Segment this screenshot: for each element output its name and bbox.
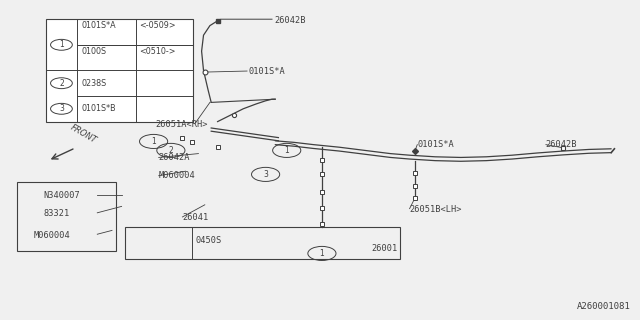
Text: 0101S*B: 0101S*B (81, 104, 116, 113)
Text: 1: 1 (284, 146, 289, 155)
Text: FRONT: FRONT (69, 124, 99, 146)
Text: A260001081: A260001081 (577, 302, 630, 311)
Text: 3: 3 (59, 104, 64, 113)
Bar (46, 19, 193, 122)
Text: <0510->: <0510-> (140, 47, 176, 56)
Text: 83321: 83321 (44, 209, 70, 218)
Text: 2: 2 (59, 79, 64, 88)
Text: 2: 2 (168, 146, 173, 155)
Text: 0101S*A: 0101S*A (248, 67, 285, 76)
Text: 26042B: 26042B (274, 16, 305, 25)
Text: 26041: 26041 (182, 213, 209, 222)
Text: 1: 1 (59, 40, 64, 49)
Text: 0238S: 0238S (81, 79, 106, 88)
Text: M060004: M060004 (159, 172, 195, 180)
Text: <-0509>: <-0509> (140, 21, 176, 30)
Text: N340007: N340007 (44, 191, 80, 200)
Text: 0100S: 0100S (81, 47, 106, 56)
Text: 0101S*A: 0101S*A (417, 140, 454, 149)
Text: 0101S*A: 0101S*A (81, 21, 116, 30)
Text: 26042A: 26042A (159, 153, 190, 162)
Text: 1: 1 (151, 137, 156, 146)
Text: M060004: M060004 (34, 231, 70, 240)
Text: 26051A<RH>: 26051A<RH> (156, 120, 208, 129)
Text: 26042B: 26042B (545, 140, 577, 149)
Text: 3: 3 (263, 170, 268, 179)
Text: 0450S: 0450S (195, 236, 221, 245)
Text: 1: 1 (319, 249, 324, 258)
Bar (125, 227, 400, 259)
Bar (17, 182, 116, 251)
Text: 26051B<LH>: 26051B<LH> (410, 205, 462, 214)
Text: 26001: 26001 (371, 244, 397, 253)
